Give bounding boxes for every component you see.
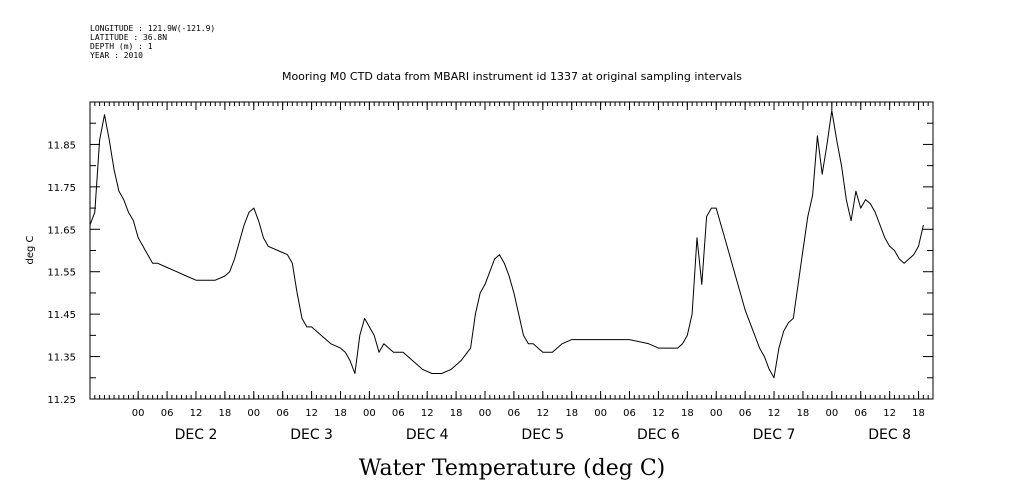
axis-ticks (89, 101, 934, 400)
meta-latitude: LATITUDE : 36.8N (90, 33, 167, 42)
y-tick-label: 11.45 (47, 310, 76, 321)
x-tick-label: 00 (825, 408, 838, 419)
x-tick-label: 18 (681, 408, 694, 419)
x-axis-label: Water Temperature (deg C) (359, 456, 666, 481)
x-tick-label: 00 (710, 408, 723, 419)
x-tick-label: 18 (219, 408, 232, 419)
plot-frame (89, 101, 934, 400)
x-tick-label: 06 (854, 408, 867, 419)
x-tick-label: 18 (912, 408, 925, 419)
y-tick-label: 11.25 (47, 395, 76, 406)
x-tick-label: 00 (363, 408, 376, 419)
y-tick-label: 11.75 (47, 183, 76, 194)
x-tick-label: 18 (334, 408, 347, 419)
y-tick-label: 11.35 (47, 353, 76, 364)
x-tick-label: 00 (132, 408, 145, 419)
x-tick-label: 12 (190, 408, 203, 419)
x-tick-label: 00 (247, 408, 260, 419)
x-tick-label: 06 (623, 408, 636, 419)
y-tick-label: 11.85 (47, 140, 76, 151)
x-day-label: DEC 5 (521, 427, 564, 443)
x-tick-label: 06 (161, 408, 174, 419)
y-axis-label: deg C (25, 235, 36, 264)
chart-title: Mooring M0 CTD data from MBARI instrumen… (282, 70, 742, 83)
x-tick-label: 12 (652, 408, 665, 419)
x-tick-label: 12 (305, 408, 318, 419)
meta-longitude: LONGITUDE : 121.9W(-121.9) (90, 24, 215, 33)
x-tick-label: 18 (450, 408, 463, 419)
metadata-block: LONGITUDE : 121.9W(-121.9) LATITUDE : 36… (90, 24, 215, 60)
y-tick-label: 11.55 (47, 268, 76, 279)
x-day-label: DEC 6 (637, 427, 680, 443)
x-tick-label: 06 (392, 408, 405, 419)
x-tick-label: 06 (739, 408, 752, 419)
x-tick-label: 18 (797, 408, 810, 419)
x-tick-label: 00 (594, 408, 607, 419)
x-tick-label: 12 (536, 408, 549, 419)
meta-depth: DEPTH (m) : 1 (90, 42, 153, 51)
x-day-label: DEC 3 (290, 427, 333, 443)
x-tick-label: 12 (883, 408, 896, 419)
series-layer (89, 110, 924, 379)
meta-year: YEAR : 2010 (90, 51, 143, 60)
x-day-label: DEC 2 (175, 427, 218, 443)
x-tick-label: 00 (479, 408, 492, 419)
x-tick-label: 18 (565, 408, 578, 419)
x-day-label: DEC 4 (406, 427, 449, 443)
y-tick-label: 11.65 (47, 225, 76, 236)
x-tick-label: 12 (421, 408, 434, 419)
x-tick-label: 12 (768, 408, 781, 419)
axis-tick-labels: 00 06 12 18 00 06 12 18 00 06 12 18 00 06 12 18 00 06 12 18… (47, 140, 925, 443)
x-day-label: DEC 8 (868, 427, 911, 443)
x-tick-label: 06 (508, 408, 521, 419)
x-day-label: DEC 7 (753, 427, 796, 443)
series-line-water-temperature (89, 110, 924, 379)
x-tick-label: 06 (276, 408, 289, 419)
